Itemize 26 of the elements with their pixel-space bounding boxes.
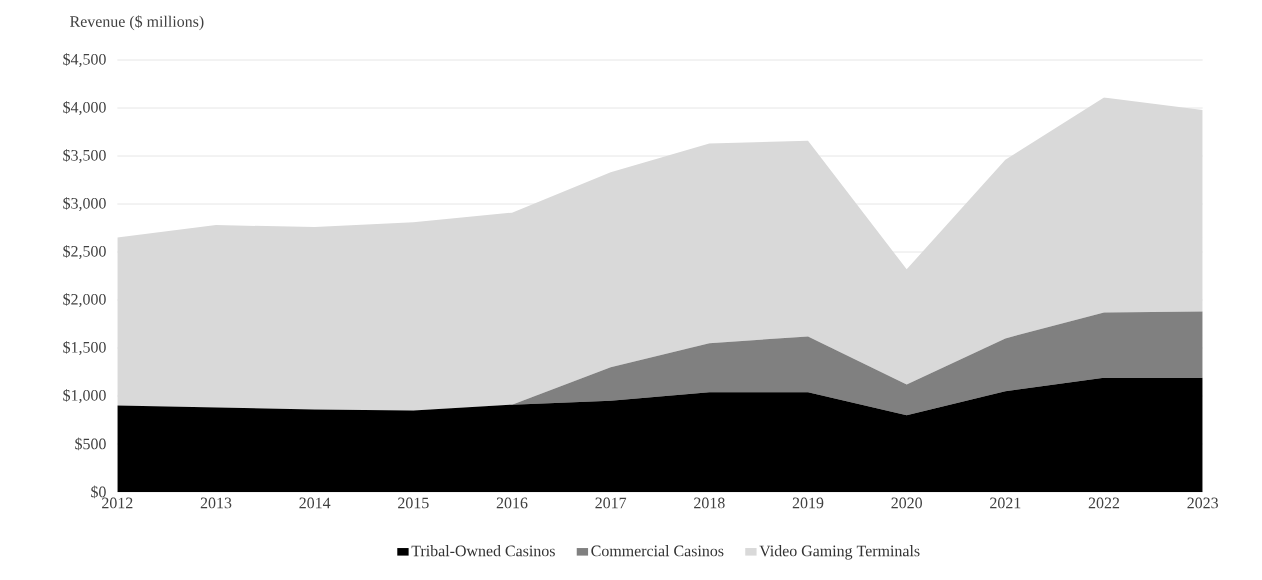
x-tick-label: 2018 [694, 497, 725, 509]
x-tick-label: 2020 [891, 497, 922, 509]
y-axis-title: Revenue ($ millions) [70, 15, 204, 31]
x-tick-label: 2023 [1187, 497, 1218, 509]
x-tick-label: 2012 [102, 497, 133, 509]
x-tick-label: 2017 [595, 497, 627, 509]
y-tick-label: $3,500 [63, 149, 106, 164]
y-tick-label: $2,000 [63, 293, 106, 308]
y-tick-label: $3,000 [63, 197, 106, 212]
legend-label: Video Gaming Terminals [759, 545, 920, 560]
y-tick-label: $0 [91, 485, 106, 499]
x-tick-label: 2014 [299, 497, 331, 509]
y-tick-label: $500 [75, 437, 106, 451]
x-tick-label: 2013 [200, 497, 232, 509]
x-tick-label: 2015 [398, 497, 429, 509]
y-tick-label: $4,000 [63, 101, 106, 116]
x-tick-label: 2019 [792, 497, 824, 509]
y-tick-label: $2,500 [63, 245, 106, 260]
y-tick-label: $1,000 [63, 389, 106, 404]
x-tick-label: 2022 [1088, 497, 1120, 509]
y-tick-label: $4,500 [63, 53, 106, 68]
x-tick-label: 2021 [990, 497, 1021, 509]
legend-label: Commercial Casinos [591, 545, 724, 557]
y-tick-label: $1,500 [63, 341, 106, 356]
legend-label: Tribal-Owned Casinos [411, 545, 555, 557]
x-tick-label: 2016 [496, 497, 528, 509]
